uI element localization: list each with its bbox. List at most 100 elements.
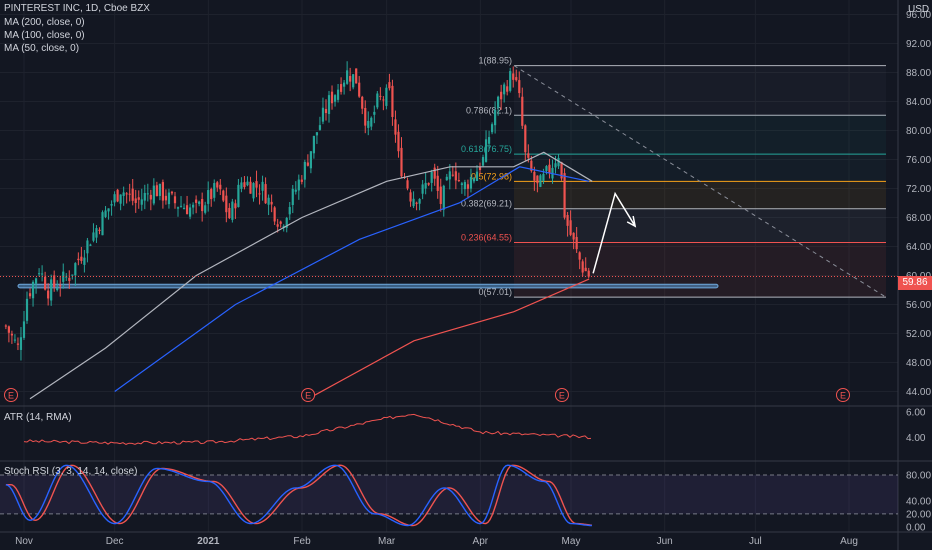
candle-body xyxy=(270,201,273,205)
candle-body xyxy=(500,91,503,100)
candle xyxy=(524,124,527,161)
ma-100-line xyxy=(114,166,590,392)
candle xyxy=(213,179,216,202)
candle xyxy=(306,154,309,167)
candle xyxy=(364,100,367,134)
candle-body xyxy=(216,182,219,188)
candle-body xyxy=(494,109,497,126)
candle-body xyxy=(575,236,578,250)
candle xyxy=(503,82,506,103)
candle-body xyxy=(487,137,491,144)
fib-level-label: 0.382(69.21) xyxy=(461,199,512,209)
candle-body xyxy=(578,252,581,260)
price-axis-tick: 68.00 xyxy=(906,213,931,224)
candle xyxy=(566,212,569,237)
candle-body xyxy=(44,276,47,290)
legend-ma100[interactable]: MA (100, close, 0) xyxy=(4,30,85,41)
candle-body xyxy=(68,277,71,281)
candle-body xyxy=(77,258,80,261)
candle xyxy=(497,95,500,116)
trend-line[interactable] xyxy=(513,65,887,298)
stoch-rsi-label[interactable]: Stoch RSI (3, 3, 14, 14, close) xyxy=(4,466,138,477)
candle xyxy=(255,170,258,198)
candle xyxy=(303,159,306,188)
candle-body xyxy=(303,161,306,180)
candle xyxy=(31,280,35,307)
legend-ma200[interactable]: MA (200, close, 0) xyxy=(4,17,85,28)
candle xyxy=(487,130,491,151)
earnings-marker[interactable]: E xyxy=(4,388,18,402)
fibonacci-retracement: 1(88.95)0.786(82.1)0.618(76.75)0.5(72.98… xyxy=(461,56,886,298)
candle-body xyxy=(542,173,545,181)
candle xyxy=(391,79,394,126)
atr-label[interactable]: ATR (14, RMA) xyxy=(4,412,72,423)
candle-body xyxy=(237,184,240,207)
candle-body xyxy=(512,73,515,80)
atr-axis-tick: 4.00 xyxy=(906,433,926,444)
candle-body xyxy=(560,162,563,179)
candle-body xyxy=(146,193,149,195)
candle-body xyxy=(457,180,460,182)
fib-zone xyxy=(514,242,886,298)
candle xyxy=(249,176,252,194)
candle-body xyxy=(167,192,171,205)
candle xyxy=(442,184,445,217)
candle-body xyxy=(240,182,243,189)
candle xyxy=(113,191,116,207)
support-band[interactable] xyxy=(17,283,719,289)
candle xyxy=(10,330,14,344)
candle-body xyxy=(92,232,95,241)
candle-body xyxy=(182,207,186,210)
candle-body xyxy=(321,107,325,122)
stoch-axis-tick: 80.00 xyxy=(906,470,931,481)
candle-body xyxy=(104,210,107,217)
projection-arrow[interactable] xyxy=(592,191,637,274)
candle xyxy=(258,184,261,205)
legend-ma50[interactable]: MA (50, close, 0) xyxy=(4,43,80,54)
earnings-marker[interactable]: E xyxy=(554,388,569,402)
candle-body xyxy=(16,343,20,345)
candle-body xyxy=(424,182,427,189)
stoch-band xyxy=(0,474,898,514)
candle xyxy=(56,280,59,292)
candle xyxy=(219,179,222,195)
candle xyxy=(509,67,512,93)
candle-body xyxy=(373,111,376,115)
price-axis-tick: 72.00 xyxy=(906,184,931,195)
candle xyxy=(59,275,62,297)
candle-body xyxy=(503,84,506,95)
candle-body xyxy=(37,273,41,275)
candle xyxy=(388,73,391,91)
candle-body xyxy=(176,207,180,209)
candle-body xyxy=(195,199,198,203)
atr-line xyxy=(23,413,592,445)
candle-body xyxy=(74,263,77,276)
candle-body xyxy=(34,278,38,284)
candle-body xyxy=(557,157,560,167)
candle xyxy=(349,67,352,92)
earnings-marker[interactable]: E xyxy=(301,388,316,402)
candle-body xyxy=(116,189,119,202)
candle xyxy=(324,99,328,121)
candle xyxy=(16,337,20,351)
earnings-marker[interactable]: E xyxy=(835,388,850,402)
candle-body xyxy=(173,196,177,204)
candle-body xyxy=(530,160,533,171)
candle xyxy=(312,135,316,159)
candle-body xyxy=(315,132,319,136)
candle-body xyxy=(358,82,361,97)
moving-averages xyxy=(29,151,593,400)
candle xyxy=(469,168,473,193)
candle-body xyxy=(418,198,421,204)
candle xyxy=(273,206,276,226)
candle xyxy=(28,288,32,299)
candle xyxy=(315,132,319,144)
candle-body xyxy=(333,95,337,102)
time-axis-tick: Mar xyxy=(378,536,396,547)
candle xyxy=(22,310,26,340)
candle-body xyxy=(506,86,509,92)
candle xyxy=(569,210,572,237)
candle xyxy=(379,87,382,101)
